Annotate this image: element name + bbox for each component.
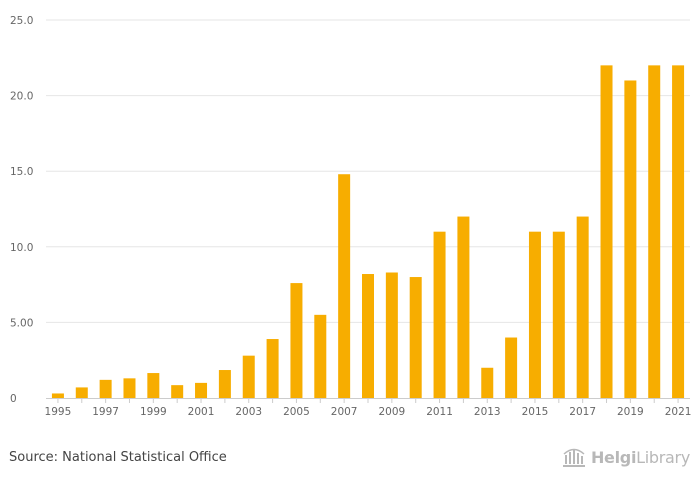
y-tick-label: 25.0 — [10, 15, 33, 27]
bar-2012 — [457, 216, 470, 398]
bar-chart: 0 5.00 10.0 15.0 20.0 25.0 1995 1997 1999 2001 20… — [10, 15, 692, 418]
x-tick-label: 1995 — [45, 406, 72, 418]
y-tick-label: 15.0 — [10, 166, 33, 178]
source-note: Source: National Statistical Office — [9, 450, 227, 465]
bar-2004 — [266, 339, 279, 398]
bar-1998 — [123, 378, 136, 398]
x-tick-label: 2017 — [569, 406, 596, 418]
x-axis: 1995 1997 1999 2001 2003 2005 2007 2009 2011 2013… — [45, 398, 692, 418]
x-tick-label: 2007 — [331, 406, 358, 418]
x-tick-label: 2009 — [378, 406, 405, 418]
bar-2011 — [433, 231, 446, 398]
bar-2014 — [505, 337, 518, 398]
bar-2009 — [385, 272, 398, 398]
bar-1997 — [99, 379, 112, 398]
bar-1995 — [51, 393, 64, 398]
library-building-icon — [561, 447, 587, 467]
x-tick-label: 2011 — [426, 406, 453, 418]
y-tick-label: 5.00 — [10, 317, 33, 329]
bar-2010 — [409, 277, 422, 398]
x-tick-label: 2021 — [665, 406, 692, 418]
logo-text: HelgiLibrary — [590, 447, 690, 467]
bar-2018 — [600, 65, 613, 399]
bar-2007 — [338, 174, 351, 398]
bar-2006 — [314, 314, 327, 398]
x-tick-label: 1999 — [140, 406, 167, 418]
y-axis: 0 5.00 10.0 15.0 20.0 25.0 — [10, 15, 33, 405]
bar-2017 — [576, 216, 589, 398]
bar-2016 — [552, 231, 565, 398]
bar-2005 — [290, 283, 303, 398]
bar-2021 — [672, 65, 685, 399]
x-tick-label: 2015 — [522, 406, 549, 418]
x-tick-label: 2013 — [474, 406, 501, 418]
x-tick-label: 2001 — [188, 406, 215, 418]
bars — [51, 65, 685, 399]
bar-2019 — [624, 80, 637, 398]
bar-2001 — [195, 382, 208, 398]
bar-2008 — [362, 274, 374, 398]
bar-2020 — [648, 65, 661, 399]
bar-2003 — [242, 355, 255, 398]
x-tick-label: 1997 — [92, 406, 119, 418]
bar-1996 — [75, 387, 88, 398]
x-tick-label: 2019 — [617, 406, 644, 418]
x-tick-label: 2003 — [235, 406, 262, 418]
bar-2002 — [218, 370, 231, 398]
y-tick-label: 0 — [10, 393, 17, 405]
bar-2013 — [481, 367, 494, 398]
bar-2015 — [528, 231, 541, 398]
helgi-library-logo[interactable]: HelgiLibrary — [561, 447, 690, 467]
y-tick-label: 20.0 — [10, 91, 33, 103]
x-tick-label: 2005 — [283, 406, 310, 418]
bar-2000 — [171, 385, 184, 398]
y-tick-label: 10.0 — [10, 242, 33, 254]
bar-1999 — [147, 373, 160, 398]
